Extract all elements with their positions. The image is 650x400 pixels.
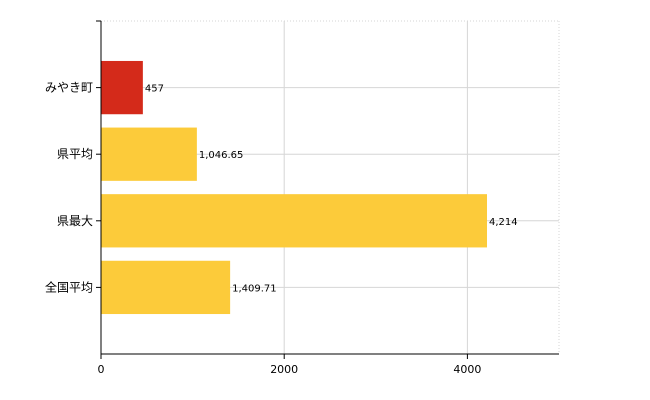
data-label-2: 4,214 <box>489 217 518 228</box>
axes-layer <box>96 20 559 359</box>
data-label-3: 1,409.71 <box>232 283 277 294</box>
category-label-2: 県最大 <box>57 214 93 228</box>
bar-1 <box>101 127 197 181</box>
x-tick-label-2: 4000 <box>453 363 481 376</box>
x-tick-label-0: 0 <box>98 363 105 376</box>
category-label-1: 県平均 <box>57 147 93 161</box>
bar-2 <box>101 194 488 248</box>
data-label-1: 1,046.65 <box>199 150 244 161</box>
data-label-0: 457 <box>145 84 164 95</box>
x-tick-label-1: 2000 <box>270 363 298 376</box>
labels-layer: 457 みやき町 1,046.65 県平均 4,214 県最大 1,409.71 全国平均 0 2… <box>45 81 518 376</box>
category-label-3: 全国平均 <box>45 279 93 294</box>
category-label-0: みやき町 <box>45 81 93 95</box>
bar-0 <box>101 60 143 115</box>
bar-3 <box>101 260 231 315</box>
bars-layer <box>101 60 488 315</box>
